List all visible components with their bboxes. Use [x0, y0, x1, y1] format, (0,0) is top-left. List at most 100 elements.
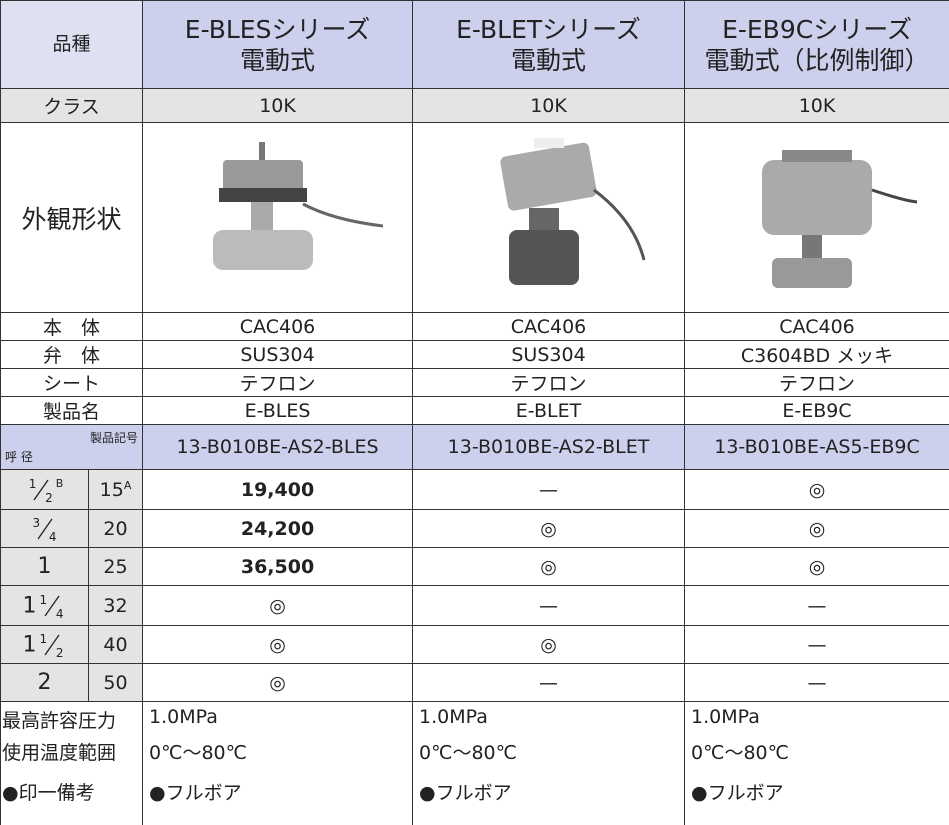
inch-unit: B — [56, 477, 64, 490]
mm-value: 15 — [100, 479, 124, 501]
cell: テフロン — [685, 369, 949, 397]
cell: 36,500 — [143, 548, 413, 586]
cell: 1.0MPa — [413, 702, 685, 734]
cell: 13-B010BE-AS5-EB9C — [685, 425, 949, 470]
valve-image — [163, 130, 393, 300]
row-label: 弁 体 — [1, 341, 143, 369]
cell: 19,400 — [143, 470, 413, 510]
cell: ◎ — [413, 626, 685, 664]
mm-value: 25 — [103, 556, 127, 578]
cell: CAC406 — [143, 313, 413, 341]
cell: ◎ — [143, 664, 413, 702]
nominal-inch: 1 — [1, 548, 89, 586]
nominal-mm: 50 — [89, 664, 143, 702]
cell: — — [685, 664, 949, 702]
cell: ◎ — [413, 548, 685, 586]
cell: 13-B010BE-AS2-BLET — [413, 425, 685, 470]
row: 外観形状 — [1, 123, 949, 313]
cell: ●フルボア — [685, 774, 949, 825]
nominal-mm: 40 — [89, 626, 143, 664]
valve-image — [702, 130, 932, 300]
row-label: 最高許容圧力 — [1, 702, 143, 734]
header-label: 品種 — [1, 1, 143, 89]
cell: 24,200 — [143, 510, 413, 548]
drive-type: 電動式（比例制御） — [685, 45, 949, 76]
inch-whole: 1 — [23, 593, 37, 618]
cell: ●フルボア — [143, 774, 413, 825]
size-label: 呼 径 — [5, 448, 33, 465]
cell: E-BLET — [413, 397, 685, 425]
code-label: 製品記号 — [90, 429, 138, 446]
row: シートテフロンテフロンテフロン — [1, 369, 949, 397]
mm-value: 32 — [103, 595, 127, 617]
row-label: ●印一備考 — [1, 774, 143, 825]
denominator: 2 — [45, 491, 53, 505]
numerator: 3 — [33, 516, 41, 530]
series-name: E-BLETシリーズ — [413, 14, 684, 45]
cell: ◎ — [685, 510, 949, 548]
drive-type: 電動式 — [413, 45, 684, 76]
row-label: 製品名 — [1, 397, 143, 425]
valve-image — [434, 130, 664, 300]
mm-unit: A — [124, 479, 132, 492]
cell: CAC406 — [413, 313, 685, 341]
cell: ◎ — [143, 586, 413, 626]
cell: ◎ — [143, 626, 413, 664]
row-label: 使用温度範囲 — [1, 734, 143, 774]
header-cell: E-BLETシリーズ電動式 — [413, 1, 685, 89]
cell: C3604BD メッキ — [685, 341, 949, 369]
cell: ◎ — [685, 548, 949, 586]
cell: 0℃～80℃ — [413, 734, 685, 774]
product-photo — [413, 123, 685, 313]
denominator: 2 — [56, 646, 64, 660]
cell: — — [685, 586, 949, 626]
nominal-mm: 20 — [89, 510, 143, 548]
row-label: シート — [1, 369, 143, 397]
cell: 1.0MPa — [143, 702, 413, 734]
mm-value: 20 — [103, 518, 127, 540]
cell: E-BLES — [143, 397, 413, 425]
cell: 13-B010BE-AS2-BLES — [143, 425, 413, 470]
cell: SUS304 — [413, 341, 685, 369]
denominator: 4 — [56, 607, 64, 621]
denominator: 4 — [49, 530, 57, 544]
cell: — — [413, 586, 685, 626]
series-name: E-BLESシリーズ — [143, 14, 412, 45]
cell: ●フルボア — [413, 774, 685, 825]
cell: SUS304 — [143, 341, 413, 369]
cell: 10K — [685, 89, 949, 123]
product-photo — [685, 123, 949, 313]
cell: テフロン — [413, 369, 685, 397]
cell: 1.0MPa — [685, 702, 949, 734]
cell: ◎ — [413, 510, 685, 548]
inch-whole: 1 — [23, 632, 37, 657]
nominal-inch: 2 — [1, 664, 89, 702]
cell: — — [413, 470, 685, 510]
nominal-mm: 32 — [89, 586, 143, 626]
numerator: 1 — [40, 632, 48, 646]
product-photo — [143, 123, 413, 313]
header-cell: E-EB9Cシリーズ電動式（比例制御） — [685, 1, 949, 89]
header-cell: E-BLESシリーズ電動式 — [143, 1, 413, 89]
mm-value: 40 — [103, 634, 127, 656]
cell: 0℃～80℃ — [685, 734, 949, 774]
nominal-mm: 25 — [89, 548, 143, 586]
